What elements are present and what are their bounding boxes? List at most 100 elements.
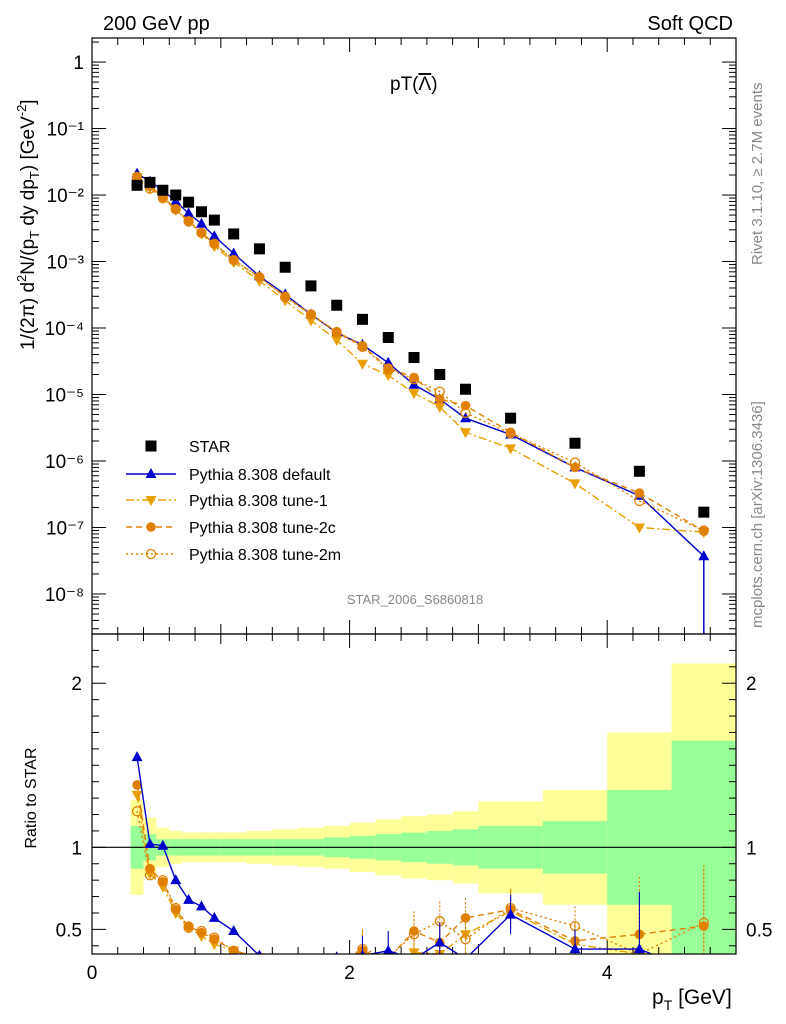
main-data-point: [228, 228, 240, 240]
main-data-point: [208, 214, 220, 226]
ratio-data-point: [208, 911, 220, 922]
ratio-y-tick-label-right: 2: [746, 674, 757, 695]
main-chart-title: pT(Λ): [390, 74, 438, 95]
ratio-data-point: [144, 838, 156, 849]
ratio-data-point: [228, 925, 240, 936]
main-data-point: [634, 488, 645, 498]
ratio-uncertainty-bands: [130, 663, 736, 954]
main-data-point: [254, 272, 265, 283]
ratio-data-point: [228, 945, 239, 954]
main-data-point: [569, 457, 581, 468]
main-y-tick-label: 10⁻⁸: [45, 585, 84, 606]
main-data-point: [460, 383, 472, 395]
ratio-data-point: [131, 806, 143, 817]
ratio-series-line: [136, 756, 654, 954]
main-data-point: [305, 316, 317, 327]
x-tick-label: 0: [87, 963, 98, 984]
ratio-data-point: [460, 934, 471, 945]
ratio-data-point: [434, 936, 446, 947]
ratio-data-point: [360, 949, 365, 954]
main-data-point: [253, 243, 265, 255]
main-data-point: [131, 179, 143, 191]
ratio-data-point: [569, 943, 581, 954]
x-tick-label: 4: [602, 963, 613, 984]
main-data-point: [305, 280, 317, 292]
main-y-tick-label: 10⁻⁴: [45, 319, 84, 340]
header-category: Soft QCD: [647, 13, 733, 35]
ratio-y-tick-label-right: 0.5: [746, 920, 772, 941]
main-data-point: [698, 525, 709, 536]
main-y-tick-label: 10⁻⁷: [46, 518, 84, 539]
main-y-axis-label: 1/(2π) d2N/(pT dy dpT) [GeV-2]: [14, 99, 42, 350]
main-data-point: [280, 292, 291, 303]
rivet-version-label: Rivet 3.1.10, ≥ 2.7M events: [749, 83, 766, 266]
main-data-point: [569, 479, 581, 490]
ratio-data-point: [132, 780, 142, 790]
main-data-point: [228, 254, 239, 266]
main-data-point: [183, 207, 195, 218]
main-plot-frame: [91, 37, 737, 635]
main-data-point: [279, 261, 291, 273]
legend-label: Pythia 8.308 tune-2c: [189, 520, 336, 537]
ratio-panel: 0.5 0.5 1 1 2 2 0 2 4: [56, 634, 772, 984]
ratio-data-point: [195, 900, 207, 911]
main-y-tick-label: 10⁻²: [47, 186, 85, 207]
main-series-4: [131, 174, 709, 536]
main-data-point: [699, 526, 709, 536]
main-data-point: [183, 196, 195, 208]
ratio-data-point: [131, 751, 143, 762]
ratio-y-axis-label: Ratio to STAR: [23, 747, 40, 848]
main-data-point: [195, 206, 207, 218]
main-data-point: [170, 204, 181, 215]
main-data-point: [460, 407, 471, 418]
main-data-point: [633, 523, 645, 534]
main-data-point: [408, 389, 420, 400]
main-data-point: [633, 465, 645, 477]
main-data-point: [356, 313, 368, 325]
main-panel: 1 10⁻¹ 10⁻² 10⁻³ 10⁻⁴ 10⁻⁵ 10⁻⁶ 10⁻⁷ 10⁻⁸: [45, 38, 737, 634]
main-y-tick-label: 10⁻¹: [47, 120, 85, 141]
ratio-data-point: [144, 870, 156, 881]
main-data-point: [505, 428, 516, 439]
main-data-point: [331, 327, 342, 338]
x-axis-label: pT [GeV]: [652, 986, 732, 1013]
main-data-point: [228, 247, 240, 258]
main-data-point: [331, 299, 343, 311]
legend-marker: [145, 548, 157, 560]
main-y-tick-label: 10⁻³: [47, 253, 85, 274]
main-plot-data: [131, 167, 710, 634]
main-data-point: [357, 341, 368, 353]
legend-marker: [145, 496, 157, 506]
main-data-point: [305, 309, 317, 320]
legend-label: STAR: [189, 439, 230, 456]
main-data-point: [331, 336, 343, 347]
ratio-plot-frame: [91, 633, 737, 955]
main-data-point: [356, 359, 368, 370]
ratio-y-tick-label: 0.5: [56, 920, 82, 941]
x-tick-label: 2: [344, 963, 355, 984]
ratio-y-tick-label-right: 1: [746, 838, 757, 859]
ratio-y-tick-label: 1: [71, 838, 82, 859]
main-y-tick-label: 1: [73, 53, 84, 74]
main-data-point: [434, 394, 445, 404]
main-data-point: [383, 364, 394, 375]
ratio-data-point: [408, 929, 420, 940]
main-series-line: [136, 179, 705, 532]
main-series-0: [131, 176, 710, 518]
ratio-series-line: [136, 784, 704, 954]
ratio-data-point: [383, 944, 394, 954]
legend-label: Pythia 8.308 tune-2m: [189, 547, 341, 564]
main-data-point: [569, 437, 581, 449]
main-data-point: [505, 412, 517, 424]
main-data-point: [382, 371, 394, 382]
main-data-point: [434, 368, 446, 380]
ratio-data-point: [253, 953, 265, 954]
main-data-point: [195, 217, 207, 228]
ratio-series-line: [136, 811, 705, 954]
main-data-point: [157, 184, 169, 196]
ratio-y-tick-label: 2: [71, 674, 82, 695]
ratio-series-0: [131, 751, 654, 954]
ratio-data-point: [209, 932, 220, 943]
legend-marker: [145, 440, 157, 452]
